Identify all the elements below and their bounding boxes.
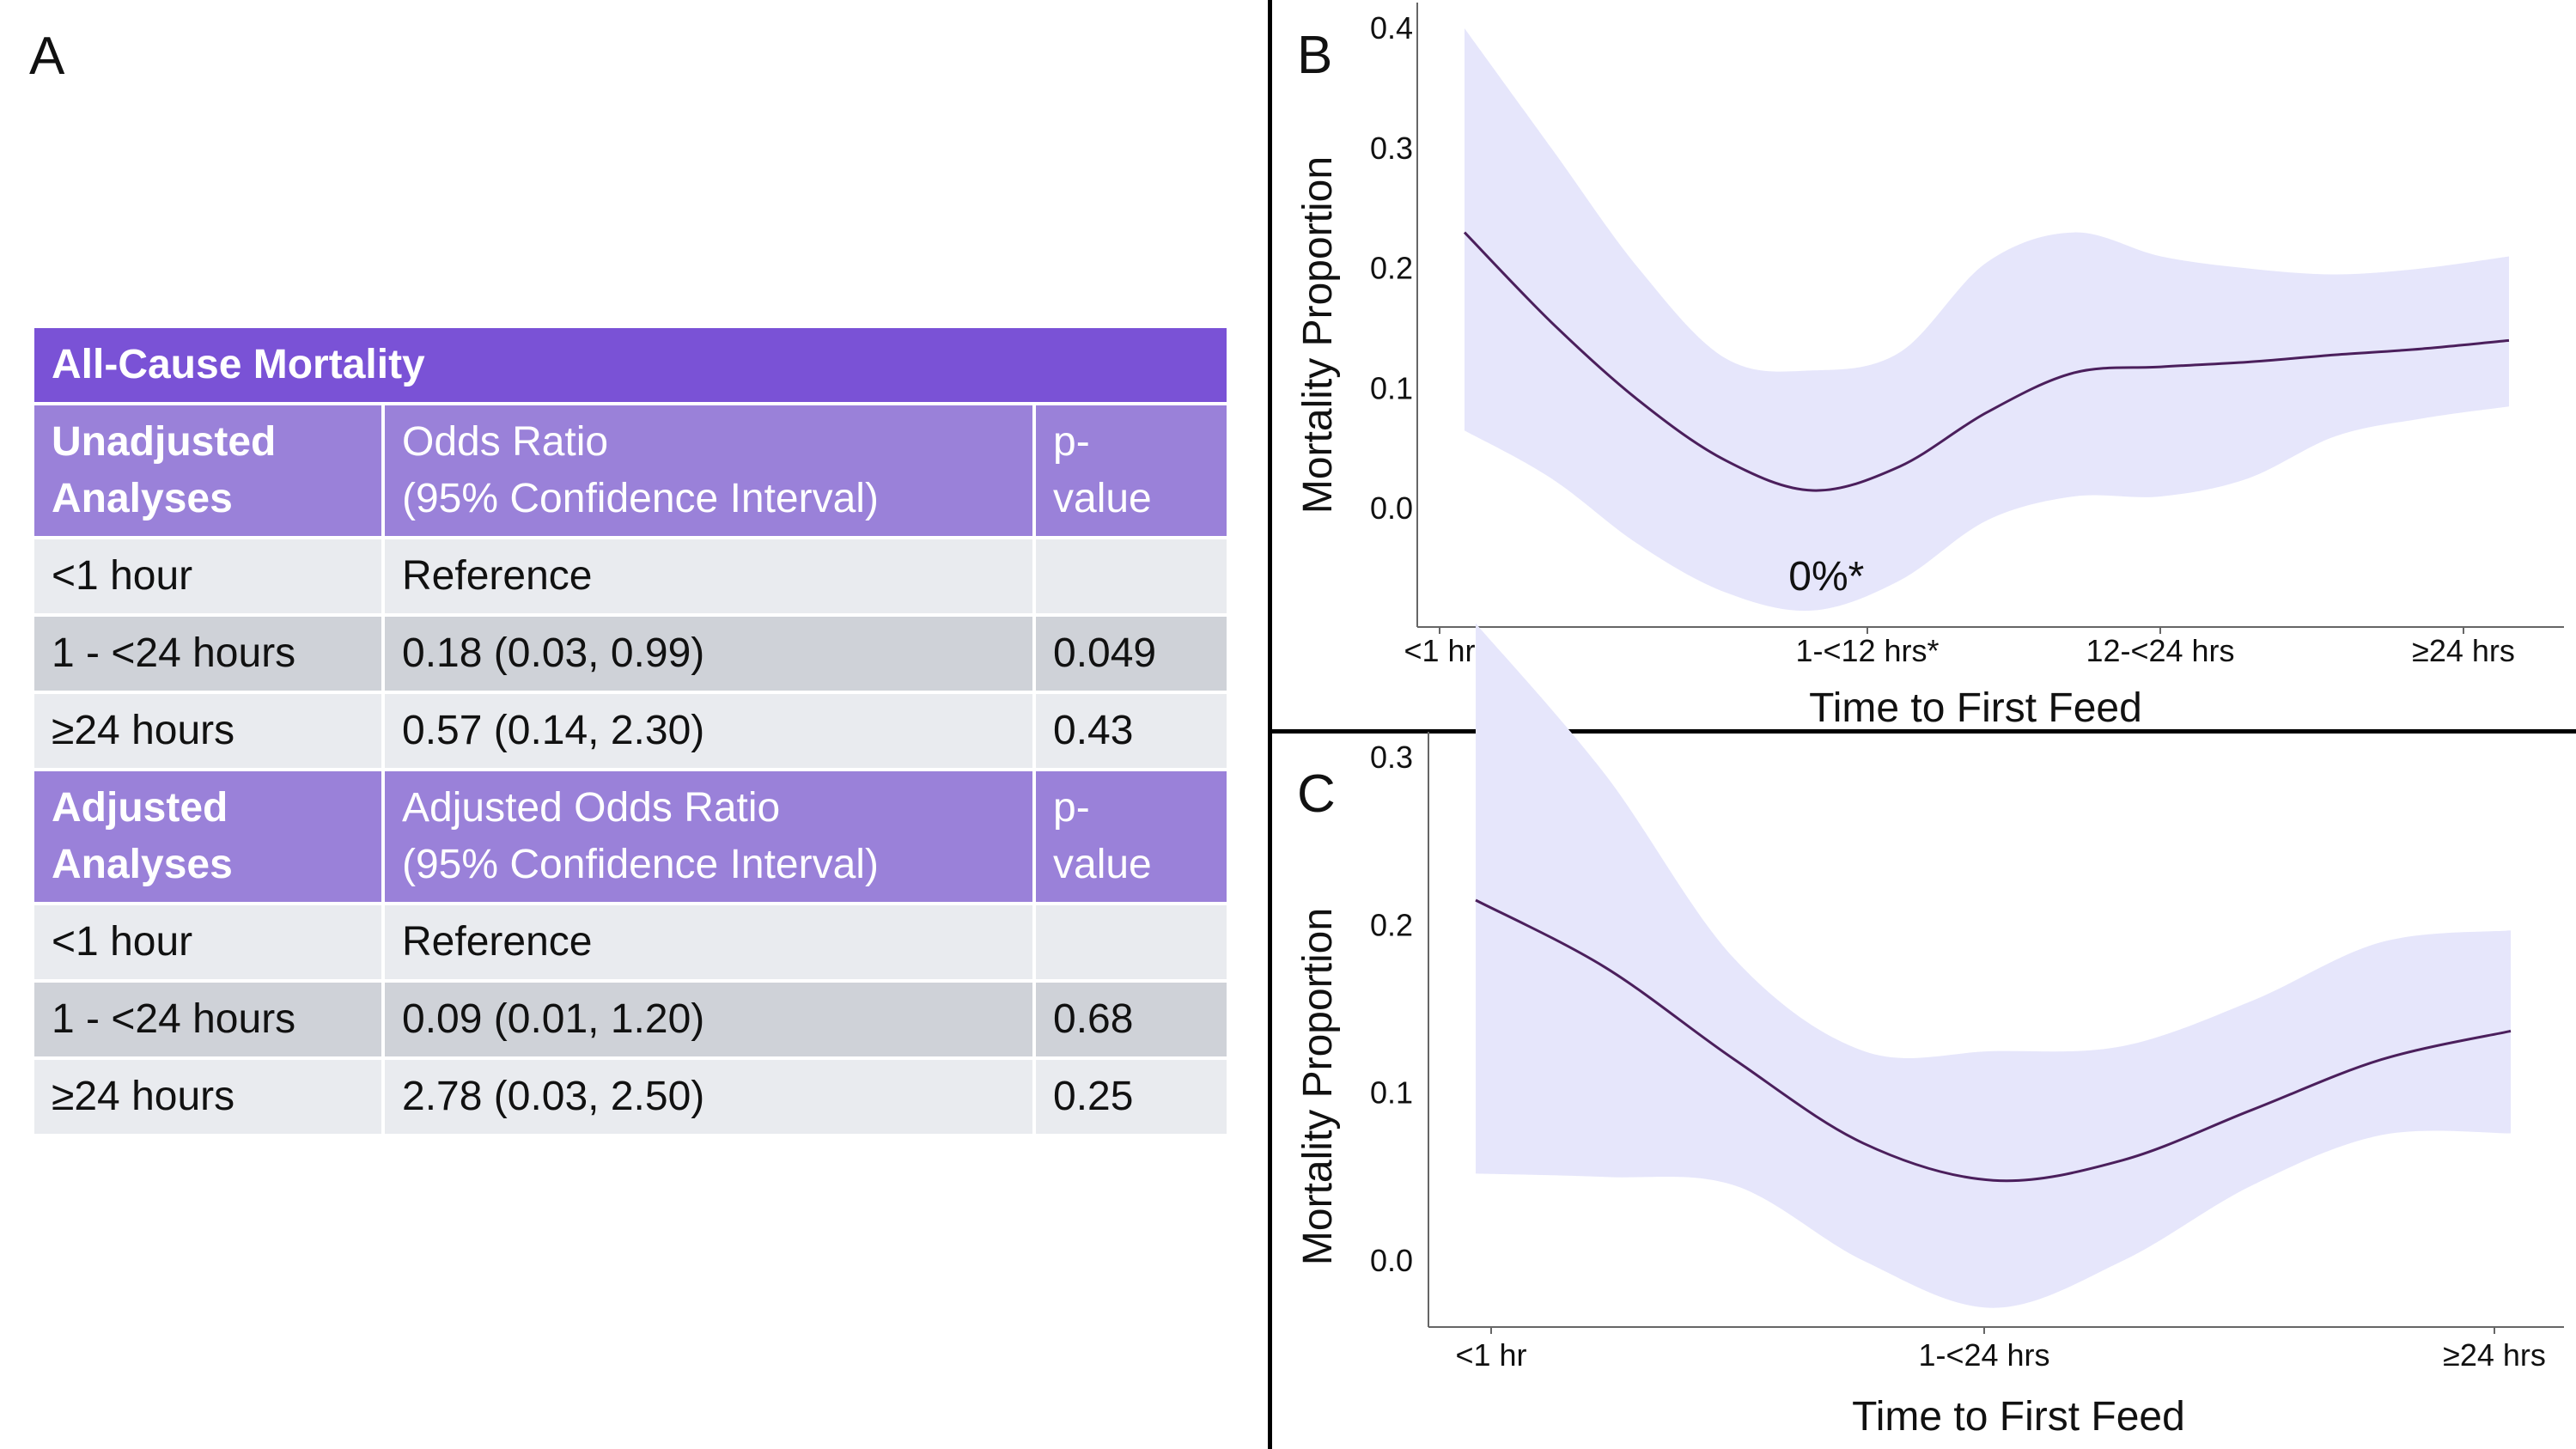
panel-letter-C: C <box>1297 764 1336 824</box>
y-axis-label-B: Mortality Proportion <box>1295 156 1341 514</box>
row-label: ≥24 hours <box>34 1060 385 1134</box>
table-row: 1 - <24 hours 0.09 (0.01, 1.20) 0.68 <box>34 983 1227 1060</box>
row-odds-ratio: Reference <box>385 539 1036 613</box>
x-tick-label: ≥24 hrs <box>2443 1337 2546 1373</box>
y-tick-label: 0.0 <box>1370 490 1413 526</box>
y-tick-label: 0.1 <box>1370 1075 1413 1111</box>
row-odds-ratio: 0.18 (0.03, 0.99) <box>385 617 1036 691</box>
row-odds-ratio: 0.09 (0.01, 1.20) <box>385 983 1036 1056</box>
x-tick-label: 1-<12 hrs* <box>1795 633 1939 668</box>
panel-a-letter: A <box>29 27 65 86</box>
row-label: ≥24 hours <box>34 694 385 768</box>
row-odds-ratio: 2.78 (0.03, 2.50) <box>385 1060 1036 1134</box>
row-pvalue: 0.25 <box>1053 1074 1134 1119</box>
row-label: 1 - <24 hours <box>34 983 385 1056</box>
row-odds-ratio: 0.57 (0.14, 2.30) <box>385 694 1036 768</box>
panel-letter-B: B <box>1297 26 1332 85</box>
row-label: <1 hour <box>34 539 385 613</box>
unadjusted-header-pvalue: p- value <box>1053 419 1152 521</box>
row-pvalue: 0.68 <box>1053 996 1134 1042</box>
y-axis-label-C: Mortality Proportion <box>1295 908 1341 1265</box>
confidence-band-B <box>1465 28 2509 612</box>
x-axis-label-B: Time to First Feed <box>1809 685 2142 731</box>
y-tick-label: 0.3 <box>1370 740 1413 775</box>
unadjusted-header-odds-ratio: Odds Ratio (95% Confidence Interval) <box>385 405 1036 536</box>
x-tick-label: ≥24 hrs <box>2412 633 2515 668</box>
table-row: <1 hour Reference <box>34 905 1227 983</box>
y-tick-label: 0.3 <box>1370 131 1413 166</box>
unadjusted-header-label: Unadjusted Analyses <box>34 405 385 536</box>
x-axis-label-C: Time to First Feed <box>1852 1394 2185 1440</box>
x-tick-label: 1-<24 hrs <box>1918 1337 2049 1373</box>
row-pvalue: 0.43 <box>1053 708 1134 753</box>
y-tick-label: 0.2 <box>1370 251 1413 286</box>
table-row: ≥24 hours 2.78 (0.03, 2.50) 0.25 <box>34 1060 1227 1137</box>
row-odds-ratio: Reference <box>385 905 1036 979</box>
y-tick-label: 0.0 <box>1370 1243 1413 1278</box>
horizontal-divider <box>1268 729 2576 734</box>
y-tick-label: 0.2 <box>1370 907 1413 942</box>
row-pvalue: 0.049 <box>1053 630 1157 676</box>
table-row: ≥24 hours 0.57 (0.14, 2.30) 0.43 <box>34 694 1227 771</box>
adjusted-header-label: Adjusted Analyses <box>34 771 385 902</box>
row-label: 1 - <24 hours <box>34 617 385 691</box>
vertical-divider <box>1268 0 1272 1449</box>
y-tick-label: 0.4 <box>1370 10 1413 46</box>
x-tick-label: 12-<24 hrs <box>2086 633 2234 668</box>
adjusted-header-odds-ratio: Adjusted Odds Ratio (95% Confidence Inte… <box>385 771 1036 902</box>
adjusted-header-row: Adjusted Analyses Adjusted Odds Ratio (9… <box>34 771 1227 905</box>
x-tick-label: <1 hr <box>1404 633 1475 668</box>
table-title: All-Cause Mortality <box>52 342 425 387</box>
table-row: 1 - <24 hours 0.18 (0.03, 0.99) 0.049 <box>34 617 1227 694</box>
table-title-row: All-Cause Mortality <box>34 328 1227 405</box>
confidence-band-C <box>1476 623 2511 1308</box>
mortality-line-C <box>1475 898 2512 1183</box>
mortality-table: All-Cause Mortality Unadjusted Analyses … <box>34 328 1227 1137</box>
adjusted-header-pvalue: p- value <box>1053 785 1152 887</box>
table-row: <1 hour Reference <box>34 539 1227 617</box>
annotation-label: 0%* <box>1788 554 1864 600</box>
x-tick-label: <1 hr <box>1455 1337 1526 1373</box>
unadjusted-header-row: Unadjusted Analyses Odds Ratio (95% Conf… <box>34 405 1227 539</box>
y-tick-label: 0.1 <box>1370 370 1413 405</box>
row-label: <1 hour <box>34 905 385 979</box>
mortality-line-B <box>1463 231 2510 492</box>
